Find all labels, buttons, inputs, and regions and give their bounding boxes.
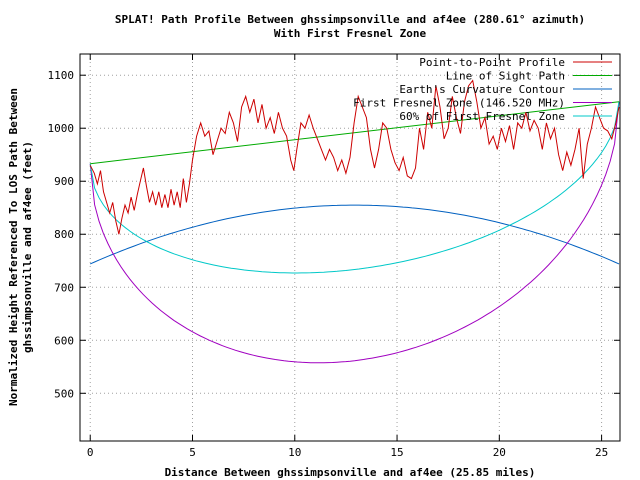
x-tick-label: 10 xyxy=(288,446,301,459)
y-axis-label-line2: ghssimpsonville and af4ee (feet) xyxy=(21,141,34,353)
y-tick-label: 1000 xyxy=(48,122,75,135)
chart-subtitle: With First Fresnel Zone xyxy=(274,27,427,40)
legend-label: Earth's Curvature Contour xyxy=(399,83,565,96)
terrain-profile-line xyxy=(89,79,620,235)
x-tick-label: 5 xyxy=(189,446,196,459)
x-tick-label: 20 xyxy=(493,446,506,459)
chart-title: SPLAT! Path Profile Between ghssimpsonvi… xyxy=(115,13,585,26)
legend-label: Line of Sight Path xyxy=(446,70,565,83)
x-tick-label: 15 xyxy=(390,446,403,459)
legend-label: First Fresnel Zone (146.520 MHz) xyxy=(353,97,565,110)
plot-frame xyxy=(79,53,621,442)
y-tick-label: 600 xyxy=(54,334,74,347)
y-tick-label: 900 xyxy=(54,175,74,188)
line-of-sight-line xyxy=(90,101,620,165)
y-tick-label: 800 xyxy=(54,228,74,241)
legend-label: Point-to-Point Profile xyxy=(419,56,565,69)
earth-curvature-line xyxy=(90,204,620,265)
y-tick-label: 1100 xyxy=(48,69,75,82)
y-axis-label-line1: Normalized Height Referenced To LOS Path… xyxy=(7,88,20,406)
fresnel-zone-line xyxy=(89,101,620,364)
legend-label: 60% of First Fresnel Zone xyxy=(399,110,565,123)
fresnel-60-line xyxy=(89,101,620,274)
grid-lines xyxy=(80,54,620,441)
y-tick-label: 700 xyxy=(54,281,74,294)
x-axis-label: Distance Between ghssimpsonville and af4… xyxy=(165,466,536,479)
series-layer xyxy=(89,79,620,364)
x-tick-label: 25 xyxy=(595,446,608,459)
axis-ticks: 0 5 10 15 20 25 500 600 700 800 900 1000 1100 xyxy=(48,54,620,459)
y-tick-label: 500 xyxy=(54,387,74,400)
x-tick-label: 0 xyxy=(87,446,94,459)
